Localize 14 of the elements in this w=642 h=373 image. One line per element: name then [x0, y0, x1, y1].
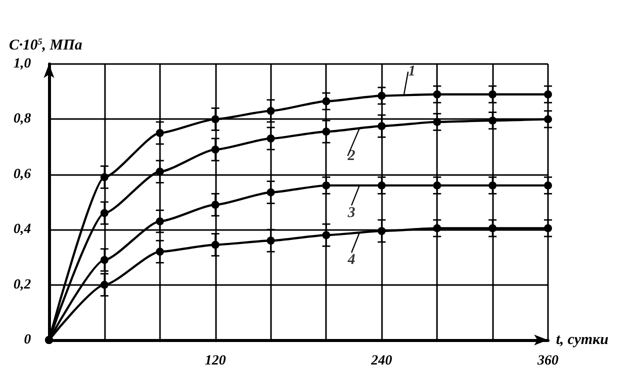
- y-tick-label: 0,2: [14, 277, 31, 292]
- y-tick-label: 1,0: [14, 56, 31, 72]
- legend-label: 3: [346, 204, 356, 221]
- series-label: 1: [408, 64, 416, 80]
- y-tick-label: 0,4: [14, 222, 31, 238]
- legend-label: 4: [346, 252, 356, 268]
- y-tick-label: 0,8: [14, 112, 31, 127]
- x-axis-title: t, сутки: [556, 332, 608, 348]
- x-tick-label: 120: [204, 354, 226, 368]
- x-tick-label: 360: [536, 354, 558, 368]
- y-tick-label: 0: [24, 332, 31, 348]
- y-tick-label: 0,6: [14, 166, 31, 182]
- series-label: 2: [346, 148, 356, 164]
- x-tick-label: 240: [370, 354, 392, 368]
